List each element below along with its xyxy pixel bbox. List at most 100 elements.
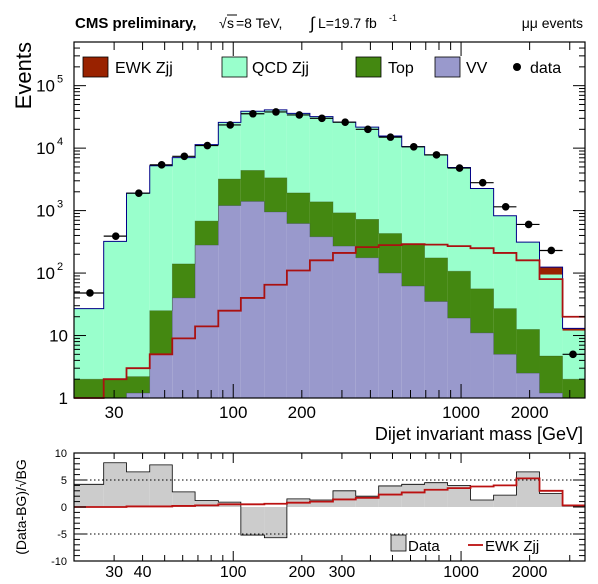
y-tick-label: 10 — [36, 202, 55, 221]
residual-bar — [516, 471, 540, 507]
bottom-panel: -10 -5 0 5 10 30 40 100 200 300 1000 2000 (Data-BG)/… — [13, 448, 586, 581]
bar — [332, 212, 356, 247]
residual-bar — [195, 500, 219, 507]
data-point — [134, 189, 143, 197]
bar — [562, 379, 585, 398]
bar — [516, 329, 540, 374]
header-energy: =8 TeV, — [236, 15, 282, 31]
bar — [149, 354, 173, 398]
data-point — [226, 121, 235, 129]
legend-swatch — [221, 56, 248, 78]
y-tick-exponent: 5 — [57, 74, 63, 86]
data-point — [272, 108, 280, 116]
legend-label: Top — [388, 60, 414, 77]
legend-swatch — [82, 56, 109, 78]
residual-bar — [309, 499, 333, 507]
legend-item: QCD Zjj — [221, 56, 309, 78]
bar — [309, 201, 333, 237]
header-lumi-exponent: -1 — [389, 13, 397, 23]
header-lumi: L=19.7 fb — [318, 15, 377, 31]
residual-bar — [539, 493, 563, 507]
residual-bar — [264, 507, 287, 538]
residual-bar — [74, 484, 104, 507]
bar — [195, 221, 219, 246]
bar — [424, 257, 448, 302]
data-point — [478, 178, 487, 187]
bottom-y-axis: -10 -5 0 5 10 — [51, 448, 585, 568]
bar — [309, 236, 333, 398]
y-tick-exponent: 3 — [57, 199, 63, 211]
bar — [264, 177, 287, 212]
header-title: CMS preliminary, — [75, 15, 196, 32]
x-tick-label: 1000 — [443, 564, 479, 581]
bar — [539, 393, 563, 398]
bar — [378, 273, 402, 398]
legend-item: EWK Zjj — [82, 56, 173, 78]
bar — [286, 113, 310, 193]
bar — [240, 170, 265, 202]
y-tick-label: 10 — [55, 448, 67, 460]
bar — [172, 263, 196, 298]
bar — [264, 211, 287, 398]
top-x-axis: 30 100 200 1000 2000 — [73, 42, 571, 422]
bar — [172, 157, 196, 264]
bar — [539, 274, 563, 357]
bar — [286, 223, 310, 398]
bar — [401, 286, 425, 398]
legend-label: QCD Zjj — [252, 60, 309, 77]
ewk-zjj-line — [74, 243, 585, 399]
legend: EWK Zjj QCD Zjj Top VV data — [82, 56, 561, 78]
top-x-axis-title: Dijet invariant mass [GeV] — [375, 424, 583, 444]
bar — [447, 167, 471, 272]
header-integral-sign: ∫ — [309, 14, 316, 33]
data-point — [364, 125, 372, 134]
bar — [218, 122, 241, 180]
residual-outline — [73, 462, 586, 539]
series-qcd-zjj — [74, 109, 585, 380]
bar — [355, 257, 379, 398]
bar — [332, 246, 356, 398]
x-tick-label: 200 — [288, 564, 315, 581]
data-point — [86, 289, 94, 297]
bar — [332, 122, 356, 213]
bar — [172, 297, 196, 398]
bar — [126, 393, 150, 398]
bar — [470, 188, 494, 289]
residual-bar — [470, 499, 494, 507]
bar — [516, 373, 540, 398]
series-vv — [126, 201, 563, 398]
data-point — [157, 161, 166, 169]
bar — [470, 288, 494, 333]
bar — [493, 215, 517, 309]
y-tick-label: 5 — [61, 475, 67, 487]
x-tick-label: 300 — [329, 564, 356, 581]
data-point — [547, 246, 556, 255]
top-y-axis-title: Events — [11, 42, 36, 109]
data-point — [180, 152, 189, 161]
ewk-zjj-ratio-line — [74, 477, 585, 508]
bar — [240, 201, 265, 398]
bar — [493, 354, 517, 398]
header-channel: μμ events — [522, 15, 583, 31]
bar — [539, 267, 563, 275]
x-tick-label: 40 — [134, 564, 152, 581]
x-tick-label: 100 — [220, 564, 247, 581]
legend-item: Top — [355, 56, 414, 78]
bar — [149, 310, 173, 355]
series-ewk-zjj — [539, 267, 585, 331]
y-tick-label: 10 — [36, 264, 55, 283]
bar — [401, 243, 425, 287]
bar — [309, 116, 333, 202]
residual-bar — [103, 462, 127, 507]
bar — [378, 136, 402, 234]
bar — [378, 233, 402, 274]
data-point — [501, 203, 510, 211]
y-tick-label: 10 — [36, 77, 55, 96]
y-tick-label: 1 — [59, 389, 68, 408]
bar — [286, 192, 310, 224]
residual-bar — [378, 485, 402, 507]
bar — [74, 308, 104, 380]
bar — [424, 154, 448, 258]
